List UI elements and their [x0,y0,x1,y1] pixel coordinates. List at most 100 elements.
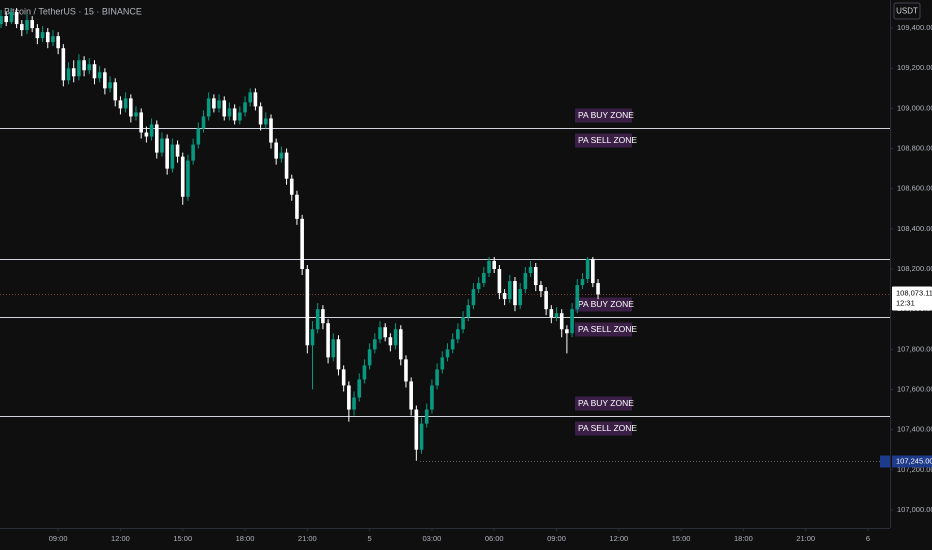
candle-body [253,92,258,107]
candle-body [222,100,227,117]
x-tick-label: 6 [866,534,870,543]
candle-body [331,339,336,358]
candle-body [196,128,201,145]
currency-box[interactable] [893,2,921,20]
zone-label: PA SELL ZONE [578,135,637,145]
candle-body [279,152,284,159]
x-tick-label: 09:00 [547,534,566,543]
candle-body [321,309,325,324]
candle-body [9,12,14,23]
candle-body [357,379,362,398]
candle-body [409,381,413,410]
candle-body [123,98,128,109]
candle-body [554,313,559,318]
candle-body [341,369,346,386]
last-price-tag [892,286,932,311]
countdown: 12:31 [896,298,915,307]
candle-body [507,281,512,300]
candle-body [305,269,310,346]
zone-label: PA SELL ZONE [578,324,637,334]
candle-body [14,12,19,25]
candle-body [315,309,320,330]
candle-body [61,48,66,81]
candle-body [186,160,190,197]
candle-body [404,359,408,382]
candle-body [565,329,569,334]
candle-body [487,260,491,274]
candle-body [336,339,341,370]
candle-body [502,293,507,300]
x-tick-label: 18:00 [734,534,753,543]
candle-body [476,283,481,290]
candle-body [118,100,123,109]
candle-body [533,267,538,286]
candle-body [20,24,24,31]
candle-body [180,156,185,197]
low-tag [892,455,932,468]
candle-body [139,112,144,133]
y-tick-label: 108,600.00 [897,184,932,193]
zone-label-box [575,396,632,411]
candle-body [388,337,393,346]
candle-body [450,339,455,350]
candle-body [414,409,419,450]
candle-body [482,273,486,284]
y-tick-label: 107,600.00 [897,384,932,393]
candle-body [383,327,387,338]
candle-body [232,108,237,121]
candle-body [206,98,211,117]
y-tick-label: 108,200.00 [897,264,932,273]
candle-body [419,423,424,450]
y-tick-label: 109,400.00 [897,23,932,32]
candle-body [263,118,268,125]
candle-body [461,317,465,330]
candle-body [398,329,403,360]
candle-body [585,258,590,280]
zone-label-box [575,133,632,148]
candle-body [326,323,330,358]
candle-body [51,36,55,43]
candle-body [591,258,595,284]
y-tick-label: 108,400.00 [897,224,932,233]
candle-body [269,118,273,143]
candle-body [570,309,574,334]
candle-body [258,106,263,125]
low-label: 107,245.00 [896,456,932,465]
candle-body [160,138,164,153]
candle-body [191,144,195,161]
x-tick-label: 21:00 [298,534,317,543]
candle-body [295,194,299,219]
candle-body [212,98,216,109]
candle-body [92,64,97,79]
last-price-label: 108,073.11 [896,288,932,297]
candle-body [97,72,102,79]
candle-body [0,16,3,25]
candle-body [56,36,60,49]
candle-body [134,112,138,117]
candle-body [424,409,429,424]
candle-body [373,339,377,350]
candle-body [528,267,533,274]
x-tick-label: 09:00 [49,534,68,543]
candle-body [284,152,289,179]
candle-body [445,349,450,358]
candle-body [352,397,356,410]
candle-body [113,82,118,101]
candle-body [40,32,45,39]
zone-label: PA SELL ZONE [578,423,637,433]
zone-label-box [575,297,632,312]
candle-body [144,132,149,137]
candle-body [30,20,34,29]
zone-label-box [575,322,632,337]
candle-body [243,102,247,113]
candle-body [544,291,548,310]
chart-title: Bitcoin / TetherUS · 15 · BINANCE [4,6,142,16]
candle-body [154,124,159,153]
candle-body [201,116,206,129]
candle-body [580,279,585,286]
candle-body [393,329,398,346]
y-tick-label: 108,800.00 [897,144,932,153]
x-tick-label: 12:00 [609,534,628,543]
candle-body [129,98,133,117]
